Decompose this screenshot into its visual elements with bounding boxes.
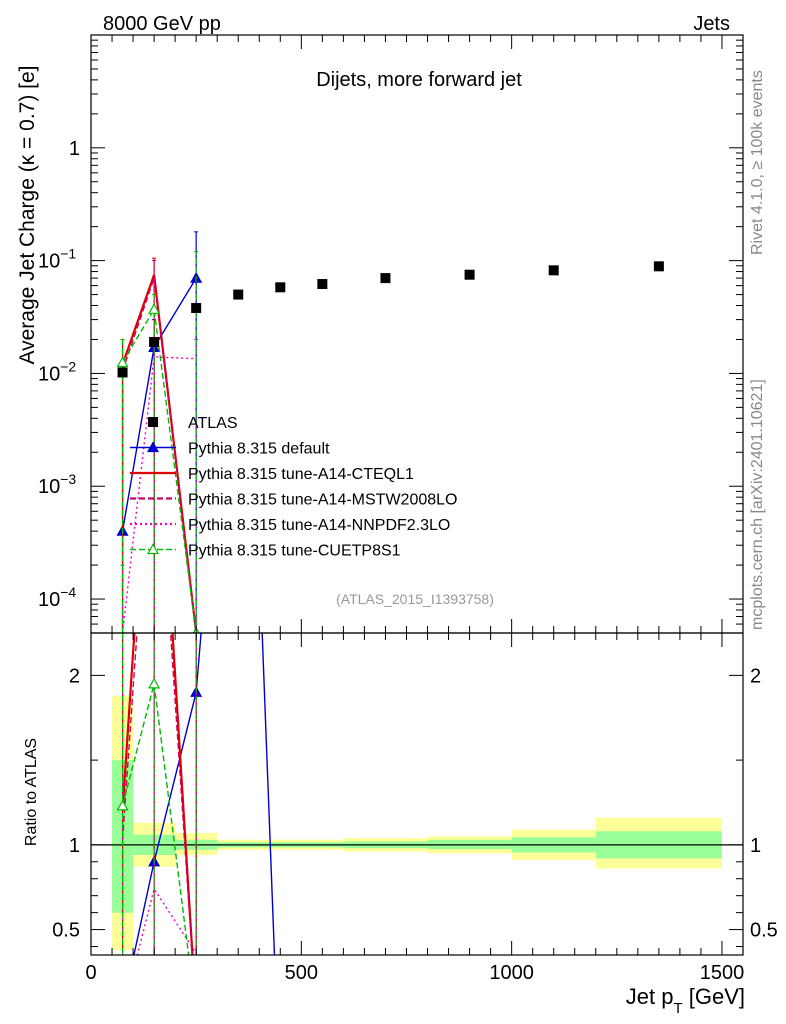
y-tick-exponent: −3 — [60, 471, 76, 487]
y-tick-label: 10−3 — [38, 471, 76, 498]
y-tick-label: 10−4 — [38, 584, 76, 611]
x-tick-label: 1000 — [489, 962, 534, 984]
series-line-nnpdf — [121, 356, 197, 633]
y-tick-exponent: −2 — [60, 358, 76, 374]
legend-label: Pythia 8.315 tune-A14-CTEQL1 — [188, 466, 414, 483]
y-tick-label: 1 — [69, 138, 80, 160]
ratio-y-tick-label: 0.5 — [52, 920, 80, 942]
series-line-mstw — [121, 277, 197, 633]
ratio-frame — [90, 632, 744, 956]
series-marker-cuetp8s1 — [148, 303, 161, 314]
main-panel: 10−410−310−210−11 Dijets, more forward j… — [16, 34, 744, 634]
ratio-marker-cuetp8s1 — [148, 677, 161, 689]
legend-label: Pythia 8.315 tune-A14-NNPDF2.3LO — [188, 517, 450, 534]
ratio-marker-cuetp8s1 — [191, 1009, 201, 1018]
legend-marker — [146, 441, 160, 453]
series-line-cteql1 — [121, 274, 198, 633]
legend-marker — [146, 543, 160, 555]
y-tick-label: 10−1 — [38, 246, 76, 273]
main-ticks: 10−410−310−210−11 — [38, 35, 744, 634]
series-line-cuetp8s1 — [121, 307, 197, 633]
ratio-ticks: 0.5 0.5 1 1 2 2 0 500 1000 1500 — [52, 633, 778, 984]
main-title: Dijets, more forward jet — [316, 69, 522, 91]
legend-marker-data — [148, 417, 158, 427]
series-marker-cuetp8s1 — [116, 356, 129, 368]
ratio-line-nnpdf — [136, 887, 197, 955]
ratio-y-tick-label: 2 — [69, 665, 80, 687]
legend-label: Pythia 8.315 tune-A14-MSTW2008LO — [188, 492, 457, 509]
ratio-y-tick-label-right: 1 — [750, 835, 761, 857]
ratio-y-tick-label-right: 2 — [750, 665, 761, 687]
ratio-ylabel: Ratio to ATLAS — [23, 738, 40, 846]
legend-label: ATLAS — [188, 415, 238, 432]
y-tick-label: 10−2 — [38, 358, 76, 385]
y-tick-base: 1 — [69, 138, 80, 160]
data-point — [275, 282, 286, 293]
data-point — [117, 367, 128, 378]
ratio-y-tick-label: 1 — [69, 835, 80, 857]
y-tick-exponent: −1 — [60, 246, 76, 262]
data-point — [191, 303, 202, 314]
x-tick-label: 1500 — [700, 962, 745, 984]
data-point — [464, 269, 475, 280]
x-tick-label: 0 — [85, 962, 96, 984]
ratio-line-mstw — [121, 633, 193, 955]
header-right: Jets — [693, 13, 730, 35]
y-tick-base: 10 — [38, 363, 60, 385]
data-point — [653, 261, 664, 272]
legend-label: Pythia 8.315 default — [188, 441, 330, 458]
legend-label: Pythia 8.315 tune-CUETP8S1 — [188, 543, 401, 560]
ratio-marker-cuetp8s1 — [116, 799, 129, 811]
data-point — [548, 265, 559, 276]
main-series-layer — [116, 231, 203, 633]
mcplots-label: mcplots.cern.ch [arXiv:2401.10621] — [749, 379, 766, 630]
data-point — [317, 279, 328, 290]
y-tick-exponent: −4 — [60, 584, 76, 600]
main-data-layer — [117, 261, 664, 378]
y-tick-base: 10 — [38, 251, 60, 273]
header-left: 8000 GeV pp — [103, 13, 221, 35]
ratio-marker-default — [118, 1003, 128, 1012]
legend: ATLAS Pythia 8.315 default Pythia 8.315 tu… — [130, 415, 457, 560]
data-point — [149, 336, 160, 347]
y-tick-base: 10 — [38, 589, 60, 611]
data-point — [233, 289, 244, 300]
ratio-line-cteql1 — [121, 633, 194, 955]
rivet-label: Rivet 4.1.0, ≥ 100k events — [749, 70, 766, 255]
y-tick-base: 10 — [38, 476, 60, 498]
ratio-series-layer — [116, 633, 276, 1018]
x-axis-label: Jet pT [GeV] — [626, 984, 745, 1017]
ratio-panel: 0.5 0.5 1 1 2 2 0 500 1000 1500 Ratio to ATLAS Je… — [23, 632, 778, 1018]
ratio-y-tick-label-right: 0.5 — [750, 920, 778, 942]
x-tick-label: 500 — [285, 962, 318, 984]
watermark: (ATLAS_2015_I1393758) — [336, 591, 494, 607]
ratio-bands — [112, 695, 722, 950]
ratio-line-extra-default — [195, 633, 276, 955]
main-ylabel: Average Jet Charge (κ = 0.7) [e] — [16, 65, 39, 364]
data-point — [380, 273, 391, 284]
